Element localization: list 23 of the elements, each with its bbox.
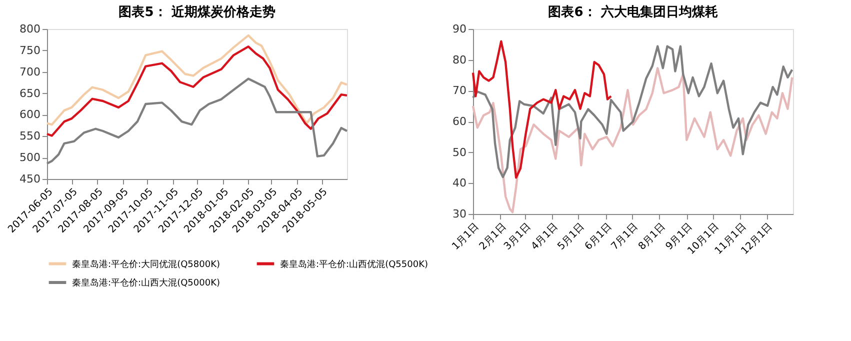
y-tick-label: 700: [20, 65, 40, 78]
legend-label: 秦皇岛港:平仓价:山西优混(Q5500K): [280, 258, 428, 270]
line-series: [472, 40, 612, 179]
y-tick-label: 70: [452, 84, 466, 98]
legend-label: 秦皇岛港:平仓价:山西大混(Q5000K): [72, 278, 220, 288]
y-tick-label: 800: [20, 22, 40, 36]
y-tick-label: 80: [452, 53, 466, 66]
y-tick-label: 500: [20, 151, 40, 164]
y-tick-label: 550: [20, 130, 40, 143]
chart-title: 图表5： 近期煤炭价格走势: [118, 4, 276, 20]
y-tick-label: 60: [452, 115, 466, 128]
y-tick-label: 40: [452, 176, 466, 190]
y-tick-label: 750: [20, 44, 40, 57]
y-tick-label: 650: [20, 86, 40, 100]
y-tick-label: 30: [452, 208, 466, 220]
legend-label: 秦皇岛港:平仓价:大同优混(Q5800K): [72, 258, 220, 270]
line-series: [46, 45, 348, 137]
chart-title: 图表6： 六大电集团日均煤耗: [548, 4, 718, 20]
y-tick-label: 600: [20, 108, 40, 122]
y-tick-label: 450: [20, 172, 40, 186]
y-tick-label: 50: [452, 146, 466, 159]
line-series: [46, 34, 348, 126]
y-tick-label: 90: [452, 22, 466, 36]
